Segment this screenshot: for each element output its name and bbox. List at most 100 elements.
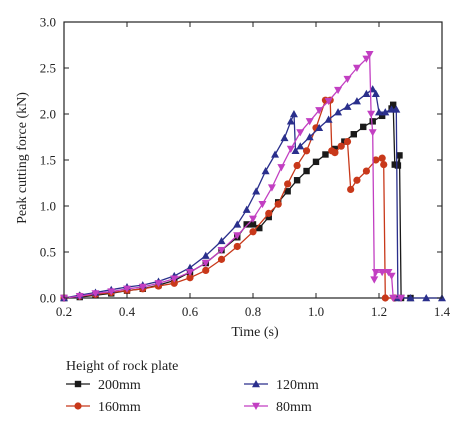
x-tick-label: 0.4 bbox=[119, 304, 136, 319]
data-point bbox=[394, 162, 402, 169]
data-point bbox=[138, 283, 147, 291]
data-point bbox=[233, 242, 241, 251]
data-point bbox=[334, 86, 343, 95]
data-point bbox=[378, 154, 386, 162]
data-point bbox=[343, 102, 352, 110]
data-point bbox=[315, 123, 324, 131]
data-point bbox=[274, 200, 282, 208]
data-point bbox=[265, 209, 273, 217]
data-point bbox=[406, 294, 415, 302]
data-point bbox=[367, 110, 376, 118]
data-point bbox=[256, 224, 263, 232]
series-line bbox=[63, 99, 395, 299]
legend-label: 80mm bbox=[276, 400, 312, 415]
data-point bbox=[296, 129, 305, 137]
data-point bbox=[322, 151, 329, 158]
data-point bbox=[233, 220, 242, 228]
ticks-layer: 0.2 0.4 0.6 0.8 1.0 1.2 1.4 0.0 0.5 1.0 1.5 2.0 2.5 3… bbox=[40, 15, 451, 320]
legend-marker bbox=[252, 402, 260, 410]
data-point bbox=[343, 75, 352, 84]
data-point bbox=[331, 149, 339, 157]
data-point bbox=[371, 89, 380, 97]
data-point bbox=[107, 288, 116, 296]
data-point bbox=[170, 279, 178, 287]
data-point bbox=[334, 108, 343, 116]
data-point bbox=[362, 167, 370, 175]
data-point bbox=[242, 205, 251, 213]
y-tick-label: 3.0 bbox=[40, 15, 56, 30]
x-tick-label: 0.8 bbox=[245, 304, 261, 319]
data-point bbox=[284, 188, 291, 195]
legend-item: 80mm bbox=[244, 400, 312, 415]
legend-item: 160mm bbox=[66, 400, 141, 415]
series-200mm bbox=[60, 101, 414, 302]
data-point bbox=[293, 177, 301, 184]
legend-marker bbox=[74, 402, 82, 410]
data-point bbox=[324, 115, 333, 123]
x-tick-label: 1.4 bbox=[434, 304, 451, 319]
data-point bbox=[352, 64, 361, 72]
data-point bbox=[331, 145, 339, 153]
data-point bbox=[387, 272, 396, 280]
data-point bbox=[170, 275, 179, 283]
series-line bbox=[63, 104, 411, 299]
data-point bbox=[360, 123, 367, 131]
data-point bbox=[324, 97, 333, 106]
legend-label: 160mm bbox=[98, 400, 141, 415]
data-point bbox=[258, 200, 267, 209]
data-point bbox=[265, 213, 272, 221]
data-point bbox=[315, 107, 324, 115]
data-point bbox=[280, 133, 289, 142]
data-point bbox=[337, 142, 345, 150]
data-point bbox=[303, 167, 310, 175]
y-tick-label: 1.5 bbox=[40, 153, 56, 168]
data-point bbox=[312, 158, 320, 166]
series-line bbox=[63, 53, 402, 299]
data-point bbox=[378, 269, 387, 277]
series-160mm bbox=[60, 96, 399, 302]
data-point bbox=[286, 117, 295, 125]
data-point bbox=[123, 285, 131, 293]
data-point bbox=[291, 146, 300, 154]
data-point bbox=[186, 269, 194, 277]
y-axis-title: Peak cutting force (kN) bbox=[15, 92, 30, 224]
series-120mm bbox=[60, 85, 446, 302]
data-point bbox=[370, 276, 379, 284]
data-point bbox=[201, 259, 210, 268]
y-tick-label: 0.0 bbox=[40, 291, 56, 306]
legend-label: 200mm bbox=[98, 378, 141, 393]
data-point bbox=[249, 221, 257, 228]
data-point bbox=[350, 131, 357, 138]
data-point bbox=[91, 290, 100, 298]
data-point bbox=[347, 185, 355, 194]
data-point bbox=[396, 152, 403, 159]
data-point bbox=[201, 251, 210, 259]
x-tick-label: 1.0 bbox=[308, 304, 324, 319]
data-point bbox=[375, 108, 383, 116]
legend-item: 120mm bbox=[244, 378, 319, 393]
data-point bbox=[293, 161, 301, 170]
data-point bbox=[202, 266, 210, 274]
data-point bbox=[289, 110, 298, 118]
data-point bbox=[392, 105, 401, 113]
x-tick-label: 0.2 bbox=[56, 304, 72, 319]
data-point bbox=[252, 187, 261, 195]
y-tick-label: 0.5 bbox=[40, 245, 56, 260]
data-point bbox=[271, 150, 280, 158]
data-point bbox=[75, 292, 84, 301]
data-point bbox=[267, 184, 276, 192]
data-point bbox=[186, 274, 194, 282]
data-point bbox=[249, 215, 257, 223]
data-point bbox=[302, 147, 311, 155]
data-point bbox=[284, 180, 292, 188]
data-point bbox=[362, 55, 371, 63]
data-point bbox=[154, 280, 163, 288]
y-tick-label: 2.5 bbox=[40, 61, 56, 76]
data-point bbox=[261, 167, 270, 175]
data-point bbox=[277, 164, 286, 172]
data-point bbox=[389, 294, 398, 302]
y-tick-label: 2.0 bbox=[40, 107, 56, 122]
x-tick-label: 1.2 bbox=[371, 304, 387, 319]
data-point bbox=[243, 221, 250, 228]
data-point bbox=[381, 294, 389, 302]
